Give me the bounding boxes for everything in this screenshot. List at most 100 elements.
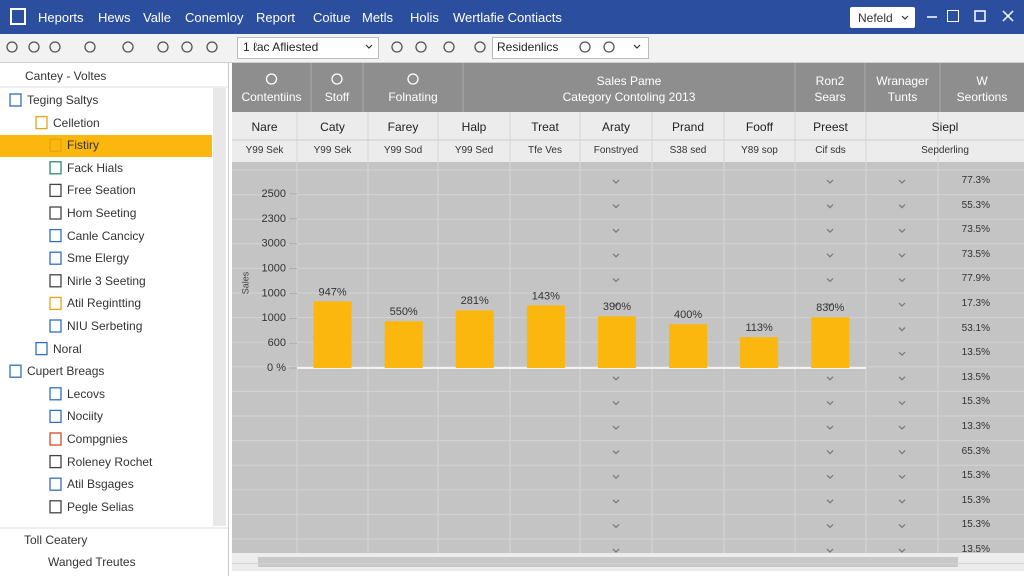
chevron [898,228,906,234]
column-header: Nare [251,120,278,134]
chevron [901,15,909,20]
tree-icon [9,93,22,107]
percent-cell: 15.3% [961,470,990,482]
filter-text[interactable]: 1 ℓac Afliested [243,40,319,54]
column-subheader: Y99 Sod [383,145,423,156]
tree-item[interactable]: Atil Regintting [67,296,142,311]
toolbar-icon [181,41,193,53]
tree-item[interactable]: Pegle Selias [67,499,134,514]
column-subheader: Y99 Sek [245,145,284,156]
tree-item[interactable]: Free Seation [67,183,136,198]
tree-item[interactable]: Teging Saltys [27,93,99,107]
chevron [898,351,906,357]
app-icon [10,8,26,25]
chevron [898,523,906,529]
tree-item[interactable]: Nociity [67,409,104,424]
chevron [612,499,620,504]
percent-cell: 55.3% [961,199,990,211]
menu-item[interactable]: Coitue [313,10,351,25]
tree-item[interactable]: Sme Elergy [67,251,130,266]
column-subheader: Tfe Ves [528,145,562,156]
toolbar-icon [474,41,486,53]
tree-item[interactable]: Lecovs [67,386,106,401]
menu-item[interactable]: Heports [38,10,84,25]
tree-icon [49,296,62,311]
tree-icon [49,161,62,175]
tree-item[interactable]: Compgnies [67,432,128,446]
chevron [612,400,620,406]
chevron [826,400,834,406]
chevron [898,179,906,184]
chevron [898,204,906,209]
tree-icon [35,115,48,130]
bar [384,321,423,368]
menu-item[interactable]: Holis [410,10,439,25]
chevron [612,450,620,455]
tree-item[interactable]: NIU Serbeting [67,319,143,333]
tree-item[interactable]: Hom Seeting [67,206,137,220]
tree-item[interactable]: Roleney Rochet [67,454,153,469]
chevron [612,376,620,381]
chevron [826,228,834,234]
toolbar-icon [49,41,61,53]
chevron [898,548,906,553]
tree-icon [49,206,62,220]
menu-item[interactable]: Report [256,10,296,25]
menu-item[interactable]: Hews [98,10,131,25]
column-header: Treat [531,120,559,134]
group-header: Contentiins [241,90,302,104]
percent-cell: 13.5% [961,371,990,383]
tree-icon [49,183,62,198]
bar-label: 947% [318,286,346,298]
group-header: Folnating [388,90,438,104]
y-tick-label: 1000 [262,312,286,324]
column-header: Siepl [931,120,959,134]
chevron [826,548,834,553]
percent-cell: 77.9% [961,273,990,285]
chevron [898,302,906,307]
column-header: Preest [813,120,848,134]
menu-item[interactable]: Conemloy [185,10,244,25]
tree-item[interactable]: Cupert Breags [27,364,105,379]
tree-footer[interactable]: Toll Ceatery [24,533,88,547]
tree-item[interactable]: Atil Bsgages [67,477,134,492]
search-text[interactable]: Residenlics [497,40,559,54]
toolbar-icon [391,41,403,53]
h-scroll-thumb[interactable] [258,557,958,567]
header-icon [407,73,419,85]
chevron [898,499,906,504]
tree-item[interactable]: Noral [53,341,82,356]
chevron [826,179,834,184]
column-header: Halp [461,120,487,134]
menu-item[interactable]: Valle [143,10,171,25]
percent-cell: 15.3% [961,396,990,408]
tree-icon [49,500,62,514]
chevron [826,474,834,480]
percent-cell: 77.3% [961,175,990,186]
tree-item[interactable]: Fack Hials [67,160,124,175]
account-name[interactable]: Nefeld [858,11,893,25]
tree-item[interactable]: Celletion [53,115,100,130]
tree-item[interactable]: Nirle 3 Seeting [67,273,146,288]
chevron [826,302,834,307]
menu-item[interactable]: Metls [362,10,394,25]
tree-footer[interactable]: Wanged Treutes [48,555,136,569]
chevron [898,450,906,455]
tree-item[interactable]: Fistiry [67,138,99,153]
sys-button[interactable] [947,10,959,22]
tree-item[interactable]: Canle Cancicy [67,228,145,243]
close [1002,10,1014,22]
group-header: Sales Pame Category Contoling 2013 [562,74,696,104]
chevron [612,302,620,307]
bar [455,310,494,368]
chevron [826,204,834,209]
chevron [365,44,373,49]
bar-label: 400% [674,309,702,321]
column-subheader: Cif sds [815,145,846,156]
column-header: Farey [387,120,419,134]
group-header: Stoff [324,90,350,104]
filter-combo[interactable] [237,37,379,59]
menu-item[interactable]: Wertlafie Contiacts [453,10,562,25]
account-button[interactable] [850,7,915,28]
chevron [826,450,834,455]
